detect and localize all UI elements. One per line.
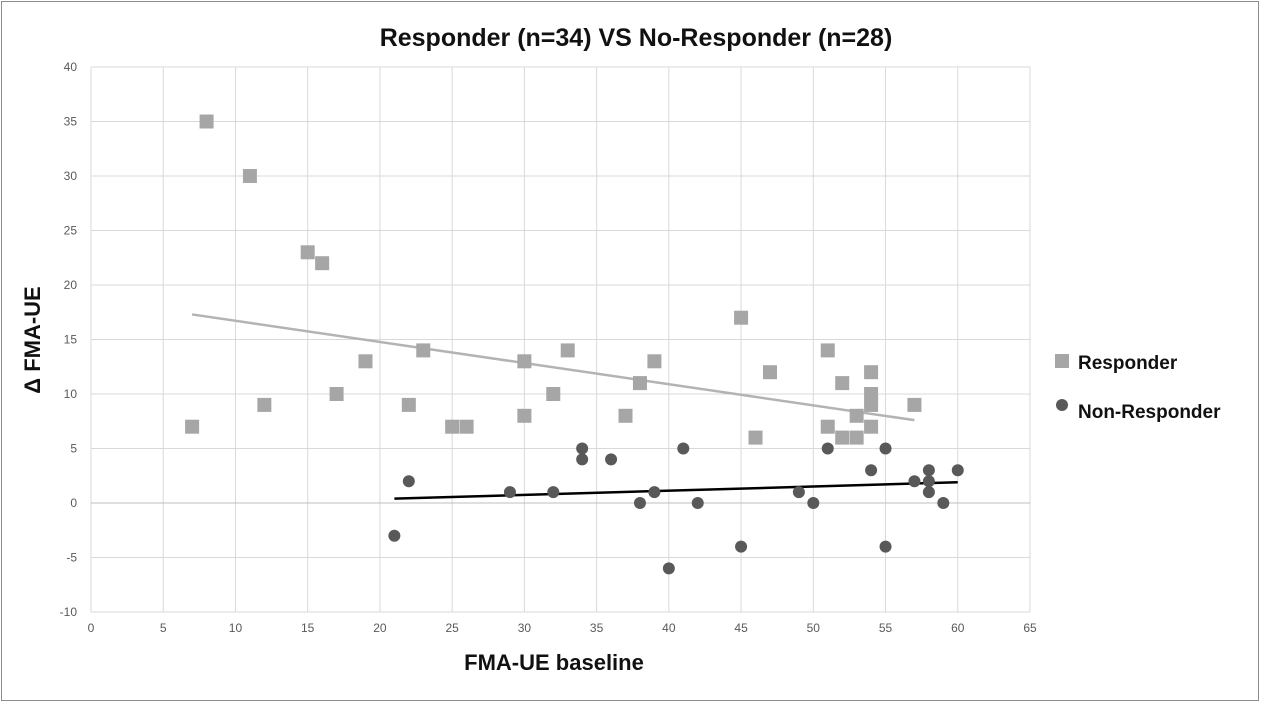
y-tick-label: 15 [64, 333, 78, 347]
responder-point [864, 419, 879, 434]
legend: Responder Non-Responder [1055, 353, 1221, 423]
y-tick-label: 20 [64, 278, 78, 292]
non-responder-point [951, 464, 964, 477]
trendlines [191, 313, 958, 500]
responder-point [762, 365, 777, 380]
responder-point [416, 343, 431, 358]
x-tick-label: 55 [879, 621, 893, 635]
responder-point [820, 343, 835, 358]
non-responder-point [922, 464, 935, 477]
non-responder-point [879, 540, 892, 553]
non-responder-point [503, 486, 516, 499]
x-tick-label: 25 [445, 621, 459, 635]
non-responder-point [807, 497, 820, 509]
non-responder-point [922, 475, 935, 488]
x-tick-label: 40 [662, 621, 676, 635]
scatter-chart: Responder (n=34) VS No-Responder (n=28) … [20, 24, 1221, 675]
responder-point [835, 376, 850, 391]
non-responder-point [576, 442, 589, 455]
responder-point [300, 245, 315, 260]
tick-labels: 0 5 10 15 20 25 30 35 40 45 50 55 60 6540353025201510… [60, 60, 1037, 635]
x-tick-label: 30 [518, 621, 532, 635]
x-tick-label: 0 [88, 621, 95, 635]
responder-point [734, 310, 749, 325]
y-tick-label: 25 [64, 224, 78, 238]
responder-point [907, 397, 922, 412]
y-tick-label: -5 [66, 551, 77, 565]
non-responder-point [908, 475, 921, 488]
y-tick-label: 30 [64, 169, 78, 183]
non-responder-point [735, 540, 748, 553]
x-tick-label: 20 [373, 621, 387, 635]
responder-point [647, 354, 662, 369]
responder-point [864, 365, 879, 380]
y-tick-label: 40 [64, 60, 78, 74]
y-axis-title: Δ FMA-UE [20, 286, 45, 393]
non-responder-point [937, 497, 950, 509]
responder-point [517, 354, 532, 369]
responder-point [315, 256, 330, 271]
x-tick-label: 5 [160, 621, 167, 635]
non-responder-point [402, 475, 415, 488]
non-responder-point [865, 464, 878, 477]
non-responder-point [922, 486, 935, 499]
responder-point [864, 397, 879, 412]
non-responder-point [388, 529, 401, 542]
non-responder-point [691, 497, 704, 509]
responder-point [849, 408, 864, 423]
responder-point [459, 419, 474, 434]
legend-non-responder-label: Non-Responder [1078, 402, 1221, 423]
responder-point [185, 419, 200, 434]
responder-point [358, 354, 373, 369]
x-axis-title: FMA-UE baseline [464, 650, 644, 675]
responder-point [199, 114, 214, 129]
non-responder-point [547, 486, 560, 499]
responder-point [242, 169, 257, 183]
x-tick-label: 10 [229, 621, 243, 635]
y-tick-label: 10 [64, 387, 78, 401]
x-tick-label: 15 [301, 621, 315, 635]
responder-point [864, 387, 879, 401]
responder-point [257, 397, 272, 412]
y-tick-label: -10 [60, 605, 78, 619]
responder-trendline [191, 313, 915, 422]
non-responder-point [633, 497, 646, 509]
responder-point [401, 397, 416, 412]
non-responder-trendline [394, 481, 958, 500]
responder-point [445, 419, 460, 434]
responder-point [560, 343, 575, 358]
legend-non-responder-marker [1056, 399, 1068, 411]
grid-lines [90, 66, 1031, 613]
responder-point [849, 430, 864, 445]
x-tick-label: 65 [1023, 621, 1037, 635]
non-responder-point [576, 453, 589, 466]
x-tick-label: 35 [590, 621, 604, 635]
legend-responder-label: Responder [1078, 353, 1178, 374]
responder-point [517, 408, 532, 423]
non-responder-point [648, 486, 661, 499]
y-tick-label: 5 [70, 442, 77, 456]
non-responder-point [605, 453, 618, 466]
x-tick-label: 50 [807, 621, 821, 635]
y-tick-label: 0 [70, 496, 77, 510]
responder-point [820, 419, 835, 434]
responder-point [632, 376, 647, 391]
x-tick-label: 60 [951, 621, 965, 635]
responder-point [546, 387, 561, 401]
legend-responder-marker [1055, 354, 1069, 368]
responder-point [748, 430, 763, 445]
non-responder-point [662, 562, 675, 575]
chart-title: Responder (n=34) VS No-Responder (n=28) [380, 24, 893, 52]
x-tick-label: 45 [734, 621, 748, 635]
non-responder-point [821, 442, 834, 455]
non-responder-point [792, 486, 805, 499]
y-tick-label: 35 [64, 115, 78, 129]
responder-point [329, 387, 344, 401]
responder-point [618, 408, 633, 423]
responder-point [835, 430, 850, 445]
data-points [185, 114, 964, 575]
non-responder-point [879, 442, 892, 455]
non-responder-point [677, 442, 690, 455]
